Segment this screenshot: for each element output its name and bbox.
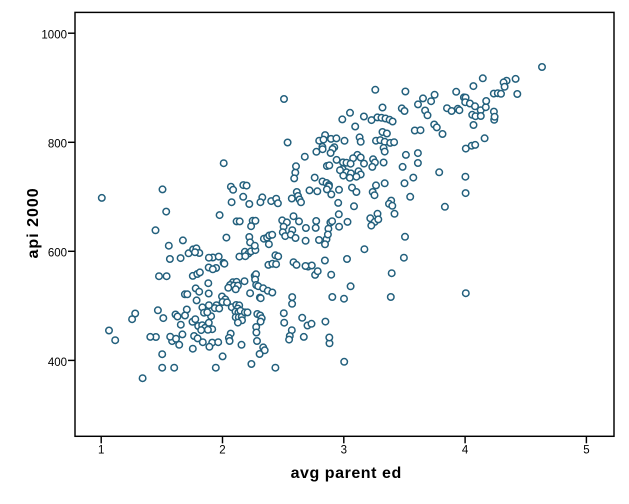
svg-text:600: 600 [48,248,67,260]
svg-text:2: 2 [219,445,225,457]
svg-text:avg parent ed: avg parent ed [291,465,402,482]
svg-text:1: 1 [98,445,104,457]
svg-text:5: 5 [583,445,589,457]
svg-text:800: 800 [48,139,67,151]
svg-text:1000: 1000 [41,30,67,42]
svg-text:3: 3 [341,445,347,457]
svg-text:4: 4 [462,445,469,457]
svg-text:api 2000: api 2000 [25,187,42,258]
svg-text:400: 400 [48,357,67,369]
